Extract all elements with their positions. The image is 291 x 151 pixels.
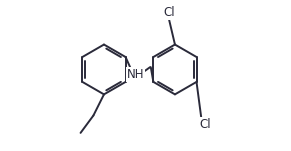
Text: Cl: Cl [163,6,175,19]
Text: NH: NH [127,68,144,81]
Text: Cl: Cl [199,118,211,131]
